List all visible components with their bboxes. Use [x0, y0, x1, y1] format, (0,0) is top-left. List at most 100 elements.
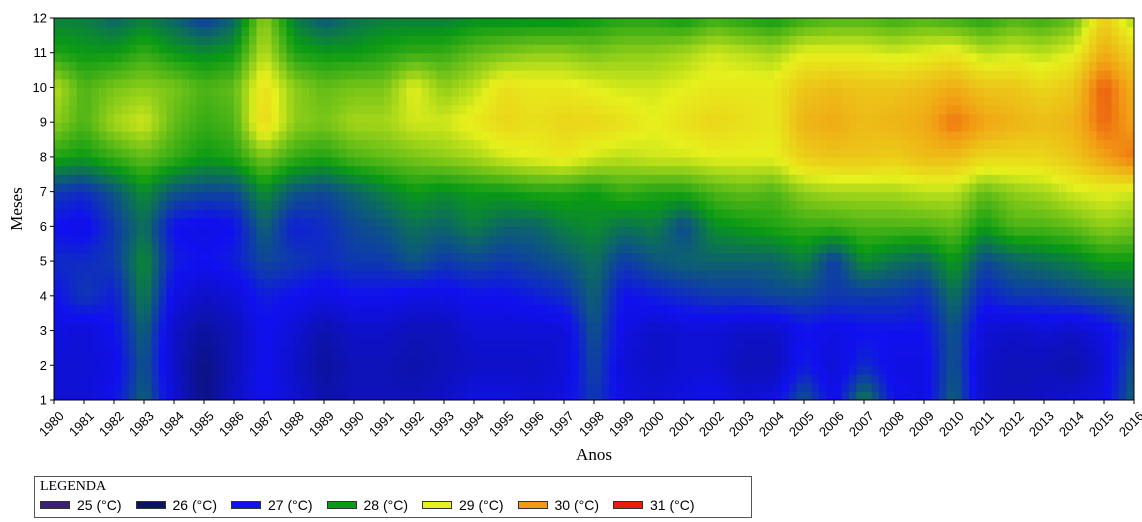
heatmap-cell [969, 304, 978, 314]
heatmap-cell [789, 269, 798, 280]
heatmap-cell [826, 139, 835, 149]
heatmap-cell [159, 148, 168, 158]
heatmap-cell [144, 148, 153, 158]
heatmap-cell [549, 104, 558, 115]
heatmap-cell [541, 313, 550, 323]
heatmap-cell [751, 104, 760, 115]
heatmap-cell [256, 373, 265, 384]
heatmap-cell [354, 269, 363, 280]
heatmap-cell [1066, 122, 1075, 132]
heatmap-cell [414, 278, 423, 288]
heatmap-cell [354, 295, 363, 306]
heatmap-cell [1096, 261, 1105, 271]
heatmap-cell [444, 130, 453, 141]
heatmap-cell [909, 139, 918, 149]
heatmap-cell [264, 339, 273, 349]
heatmap-cell [481, 148, 490, 158]
heatmap-cell [909, 304, 918, 314]
heatmap-cell [826, 156, 835, 167]
heatmap-cell [436, 365, 445, 375]
heatmap-cell [466, 226, 475, 236]
heatmap-cell [976, 200, 985, 210]
heatmap-cell [526, 339, 535, 349]
heatmap-cell [234, 156, 243, 167]
heatmap-cell [894, 148, 903, 158]
heatmap-cell [714, 373, 723, 384]
heatmap-cell [654, 182, 663, 193]
heatmap-cell [991, 261, 1000, 271]
heatmap-cell [136, 252, 145, 262]
heatmap-cell [151, 113, 160, 123]
heatmap-cell [331, 373, 340, 384]
heatmap-cell [361, 373, 370, 384]
heatmap-cell [526, 139, 535, 149]
heatmap-cell [541, 391, 550, 400]
heatmap-cell [1059, 356, 1068, 366]
heatmap-cell [414, 191, 423, 201]
heatmap-cell [219, 339, 228, 349]
heatmap-cell [564, 182, 573, 193]
heatmap-cell [331, 200, 340, 210]
heatmap-cell [789, 165, 798, 175]
heatmap-cell [856, 287, 865, 297]
heatmap-cell [241, 347, 250, 358]
heatmap-cell [886, 278, 895, 288]
heatmap-cell [879, 347, 888, 358]
heatmap-cell [999, 182, 1008, 193]
heatmap-cell [114, 243, 123, 254]
heatmap-cell [774, 356, 783, 366]
heatmap-cell [136, 235, 145, 245]
heatmap-cell [706, 182, 715, 193]
heatmap-cell [99, 313, 108, 323]
heatmap-cell [436, 148, 445, 158]
heatmap-cell [324, 217, 333, 227]
heatmap-cell [151, 269, 160, 280]
heatmap-cell [436, 269, 445, 280]
heatmap-cell [969, 165, 978, 175]
heatmap-cell [954, 235, 963, 245]
heatmap-cell [354, 321, 363, 332]
heatmap-cell [474, 226, 483, 236]
heatmap-cell [181, 365, 190, 375]
heatmap-cell [1014, 321, 1023, 332]
heatmap-cell [601, 287, 610, 297]
heatmap-cell [864, 330, 873, 340]
heatmap-cell [939, 148, 948, 158]
heatmap-cell [1066, 278, 1075, 288]
heatmap-cell [331, 148, 340, 158]
heatmap-cell [1089, 330, 1098, 340]
heatmap-cell [984, 226, 993, 236]
heatmap-cell [924, 287, 933, 297]
heatmap-cell [594, 347, 603, 358]
heatmap-cell [1111, 243, 1120, 254]
heatmap-cell [309, 243, 318, 254]
heatmap-cell [1014, 330, 1023, 340]
heatmap-cell [159, 174, 168, 184]
heatmap-cell [286, 174, 295, 184]
heatmap-cell [594, 269, 603, 280]
heatmap-cell [804, 365, 813, 375]
heatmap-cell [721, 139, 730, 149]
heatmap-cell [744, 113, 753, 123]
heatmap-cell [159, 304, 168, 314]
heatmap-cell [1111, 304, 1120, 314]
heatmap-cell [924, 382, 933, 392]
heatmap-cell [594, 382, 603, 392]
heatmap-cell [459, 295, 468, 306]
heatmap-cell [459, 278, 468, 288]
heatmap-cell [211, 104, 220, 115]
heatmap-cell [286, 226, 295, 236]
heatmap-cell [886, 209, 895, 219]
heatmap-cell [706, 96, 715, 106]
heatmap-cell [249, 226, 258, 236]
heatmap-cell [849, 304, 858, 314]
heatmap-cell [406, 96, 415, 106]
heatmap-cell [969, 391, 978, 400]
heatmap-cell [991, 252, 1000, 262]
heatmap-cell [1126, 330, 1134, 340]
heatmap-cell [181, 330, 190, 340]
heatmap-cell [1074, 104, 1083, 115]
heatmap-cell [301, 165, 310, 175]
heatmap-cell [976, 365, 985, 375]
heatmap-cell [189, 261, 198, 271]
